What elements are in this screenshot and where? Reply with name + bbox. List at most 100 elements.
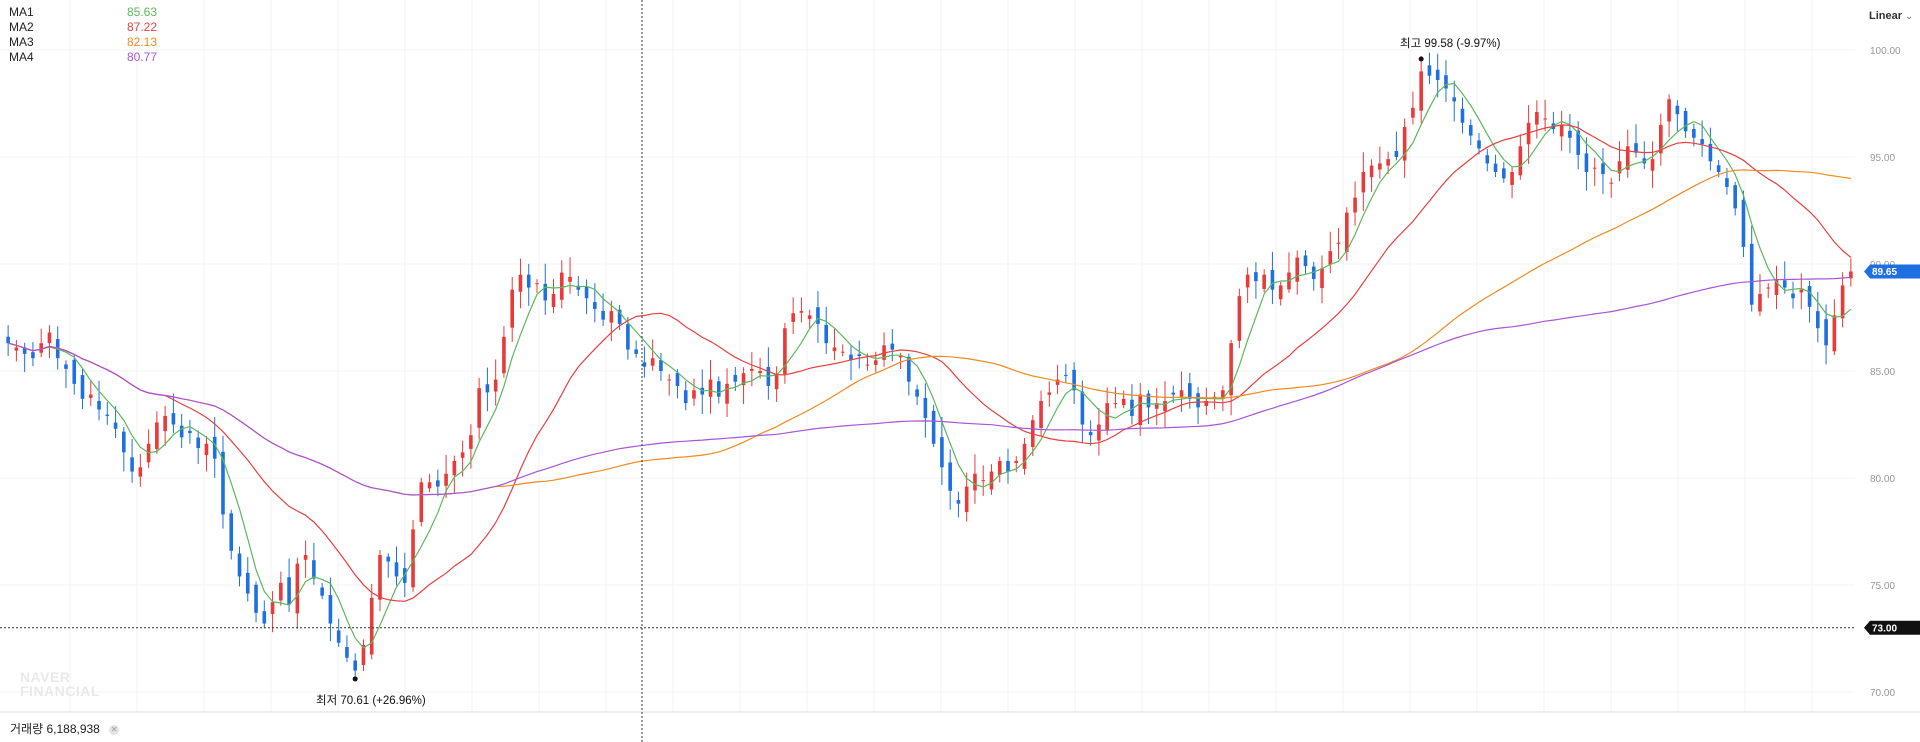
legend-row-ma3[interactable]: MA3 82.13 — [9, 35, 167, 50]
candle-body — [39, 343, 43, 353]
last-price-tag-label: 89.65 — [1872, 267, 1897, 278]
candle-body — [1187, 383, 1192, 399]
candle-body — [1386, 159, 1390, 166]
candle-body — [1179, 390, 1184, 397]
candle-body — [386, 556, 391, 562]
legend-row-ma4[interactable]: MA4 80.77 — [9, 50, 167, 65]
candle-body — [1427, 65, 1432, 76]
candle-body — [1154, 403, 1159, 409]
candle-body — [543, 283, 548, 301]
candle-body — [1460, 108, 1465, 123]
y-tick-label: 85.00 — [1870, 367, 1895, 378]
candle-body — [262, 611, 267, 624]
candle-body — [601, 310, 605, 320]
candle-body — [559, 272, 564, 300]
candle-body — [758, 371, 762, 374]
candle-body — [1254, 272, 1258, 282]
candle-body — [849, 354, 853, 361]
candle-body — [1518, 146, 1523, 176]
candle-body — [626, 324, 630, 350]
volume-panel: 거래량 6,188,938 ✕ — [0, 712, 1860, 742]
high-marker — [1418, 56, 1424, 62]
candle-body — [1262, 274, 1266, 289]
candle-body — [725, 383, 729, 404]
candle-body — [361, 644, 366, 666]
candle-body — [1196, 393, 1200, 408]
candle-body — [14, 347, 19, 351]
legend-value: 87.22 — [127, 20, 158, 34]
candle-body — [345, 647, 349, 658]
candle-body — [716, 381, 721, 397]
candle-body — [204, 443, 209, 456]
candle-body — [997, 460, 1002, 475]
candle-body — [1766, 287, 1771, 289]
candle-body — [1080, 391, 1085, 425]
ma-legend: MA1 85.63 MA2 87.22 MA3 82.13 MA4 80.77 — [9, 5, 167, 65]
candle-body — [328, 594, 333, 624]
legend-label: MA4 — [9, 50, 34, 64]
candle-body — [1105, 403, 1109, 431]
candle-body — [1130, 399, 1134, 416]
candle-body — [1659, 124, 1663, 154]
scale-mode-dropdown[interactable]: Linear ⌄ — [1869, 10, 1913, 22]
close-icon[interactable]: ✕ — [109, 724, 120, 735]
candle-body — [981, 480, 986, 482]
candle-body — [1022, 443, 1027, 469]
volume-readout: 거래량 6,188,938 ✕ — [10, 720, 120, 737]
candle-body — [989, 471, 994, 490]
candle-body — [1353, 197, 1357, 213]
candle-body — [1113, 403, 1118, 405]
crosshair — [0, 0, 1855, 742]
candle-body — [97, 400, 101, 410]
candle-body — [973, 473, 977, 491]
candle-body — [138, 467, 143, 477]
candle-body — [130, 457, 134, 472]
legend-label: MA2 — [9, 20, 34, 34]
legend-row-ma1[interactable]: MA1 85.63 — [9, 5, 167, 20]
candle-body — [1468, 125, 1473, 136]
candle-body — [898, 356, 903, 358]
candle-body — [1634, 143, 1638, 153]
candle-body — [295, 563, 300, 614]
candle-body — [1229, 343, 1233, 396]
candle-body — [1328, 251, 1333, 265]
ma-line-ma3 — [7, 169, 1851, 496]
candle-body — [733, 374, 738, 382]
candle-body — [1708, 143, 1713, 162]
candle-body — [1510, 171, 1514, 185]
candle-body — [1667, 99, 1671, 122]
candle-body — [254, 584, 258, 613]
naver-financial-watermark: NAVER FINANCIAL — [20, 670, 100, 698]
candle-body — [6, 336, 10, 344]
candle-body — [1394, 151, 1399, 157]
candle-body — [1741, 199, 1746, 247]
candle-body — [312, 560, 316, 579]
candle-body — [1716, 165, 1721, 172]
candle-body — [1535, 112, 1539, 125]
candle-body — [353, 660, 357, 671]
candle-body — [460, 452, 465, 458]
candle-body — [1493, 163, 1498, 172]
candle-body — [1146, 393, 1151, 408]
candle-body — [378, 555, 382, 600]
price-tags: 89.65 73.00 — [1864, 264, 1920, 635]
candle-body — [518, 274, 523, 292]
candle-body — [683, 390, 688, 404]
candle-body — [741, 373, 746, 386]
candle-body — [1369, 165, 1374, 178]
candle-body — [551, 293, 556, 308]
candle-body — [1584, 153, 1589, 172]
candle-body — [1733, 185, 1737, 209]
crosshair-price-tag-bg — [1864, 620, 1920, 635]
candle-body — [890, 343, 895, 350]
candle-body — [279, 582, 283, 601]
candle-body — [188, 430, 192, 434]
candle-body — [1097, 424, 1101, 441]
legend-value: 82.13 — [127, 35, 158, 49]
legend-row-ma2[interactable]: MA2 87.22 — [9, 20, 167, 35]
candle-body — [593, 301, 597, 309]
candle-body — [535, 283, 539, 285]
candle-body — [436, 480, 440, 487]
candle-body — [824, 324, 829, 344]
